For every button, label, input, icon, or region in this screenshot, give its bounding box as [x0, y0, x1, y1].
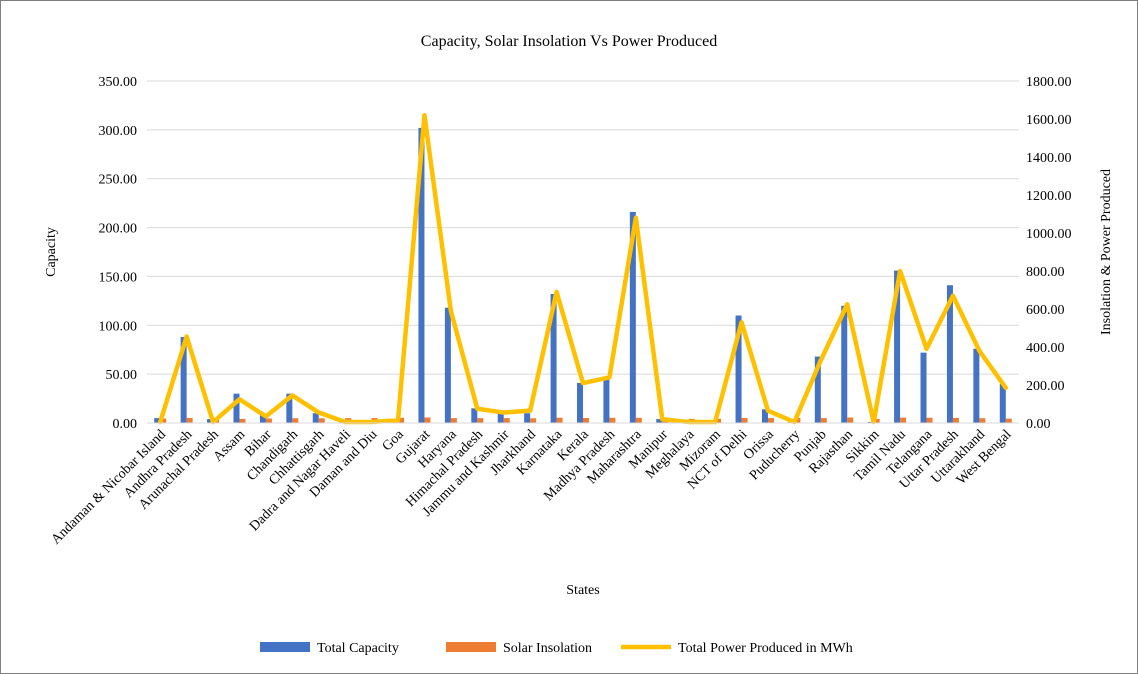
bar-total-capacity — [286, 393, 293, 423]
bar-solar-insolation — [926, 417, 933, 423]
legend-swatch — [446, 642, 496, 652]
line-series-group — [157, 112, 1009, 425]
bar-total-capacity — [603, 379, 610, 423]
bar-total-capacity — [946, 285, 953, 423]
bar-solar-insolation — [160, 418, 167, 423]
bar-total-capacity — [814, 356, 821, 423]
bar-total-capacity — [471, 408, 478, 423]
bar-solar-insolation — [741, 418, 748, 423]
gridlines — [147, 80, 1019, 375]
bar-total-capacity — [207, 419, 214, 423]
bar-solar-insolation — [715, 418, 722, 423]
bar-solar-insolation — [424, 417, 431, 423]
chart-title: Capacity, Solar Insolation Vs Power Prod… — [421, 33, 717, 50]
y-tick-label: 300.00 — [99, 124, 138, 139]
bar-total-capacity — [841, 305, 848, 423]
bar-total-capacity — [920, 352, 927, 423]
bar-total-capacity — [444, 307, 451, 423]
bar-total-capacity — [735, 315, 742, 423]
legend-label: Total Capacity — [317, 641, 399, 656]
y-tick-label: 350.00 — [99, 75, 138, 90]
bar-total-capacity — [154, 418, 161, 423]
bar-solar-insolation — [186, 417, 193, 423]
y2-tick-label: 800.00 — [1026, 265, 1065, 280]
line-total-power-produced-in-mwh — [157, 112, 1009, 425]
y2-tick-label: 1800.00 — [1026, 75, 1072, 90]
bar-solar-insolation — [820, 418, 827, 423]
bar-solar-insolation — [292, 418, 299, 423]
y-tick-label: 0.00 — [113, 417, 138, 432]
bar-solar-insolation — [952, 417, 959, 423]
y-tick-label: 250.00 — [99, 173, 138, 188]
y2-tick-label: 200.00 — [1026, 379, 1065, 394]
y-tick-label: 200.00 — [99, 222, 138, 237]
bar-total-capacity — [180, 337, 187, 423]
bar-total-capacity — [497, 413, 504, 423]
bar-solar-insolation — [873, 418, 880, 423]
y-tick-label: 150.00 — [99, 270, 138, 285]
legend-swatch — [260, 642, 310, 652]
y-axis-title: Capacity — [44, 227, 59, 277]
bar-total-capacity — [259, 415, 266, 423]
legend-label: Total Power Produced in MWh — [678, 641, 853, 656]
y2-tick-label: 1200.00 — [1026, 189, 1072, 204]
bar-solar-insolation — [900, 417, 907, 423]
bar-total-capacity — [656, 419, 663, 423]
bar-total-capacity — [999, 383, 1006, 423]
bar-total-capacity — [233, 393, 240, 423]
bar-solar-insolation — [398, 417, 405, 423]
bar-solar-insolation — [530, 418, 537, 423]
bar-solar-insolation — [450, 418, 457, 423]
y2-tick-label: 600.00 — [1026, 303, 1065, 318]
bars-group — [154, 127, 1012, 423]
bar-solar-insolation — [503, 418, 510, 423]
bar-total-capacity — [761, 409, 768, 423]
legend-label: Solar Insolation — [503, 641, 592, 656]
y-tick-label: 100.00 — [99, 319, 138, 334]
bar-solar-insolation — [318, 418, 325, 423]
bar-solar-insolation — [1005, 418, 1012, 423]
y2-tick-label: 0.00 — [1026, 417, 1051, 432]
tick-labels-group: 0.00 50.00 100.00 150.00 200.00 250.00 300.00 3… — [99, 75, 1072, 432]
bar-total-capacity — [629, 211, 636, 423]
bar-total-capacity — [524, 413, 531, 423]
y2-tick-label: 1400.00 — [1026, 151, 1072, 166]
bar-solar-insolation — [609, 417, 616, 423]
y2-tick-label: 1600.00 — [1026, 113, 1072, 128]
bar-total-capacity — [577, 382, 583, 423]
bar-solar-insolation — [556, 417, 563, 423]
y2-tick-label: 400.00 — [1026, 341, 1065, 356]
y2-tick-label: 1000.00 — [1026, 227, 1072, 242]
x-axis-title: States — [566, 583, 599, 598]
bar-solar-insolation — [635, 417, 642, 423]
bar-total-capacity — [973, 348, 980, 423]
bar-total-capacity — [312, 413, 319, 423]
bar-solar-insolation — [979, 418, 986, 423]
bar-solar-insolation — [583, 418, 589, 423]
bar-solar-insolation — [239, 418, 246, 423]
bar-solar-insolation — [477, 418, 484, 423]
y2-axis-title: Insolation & Power Produced — [1099, 169, 1114, 335]
legend: Total Capacity Solar Insolation Total Powe… — [260, 641, 853, 656]
y-tick-label: 50.00 — [106, 368, 138, 383]
bar-total-capacity — [550, 294, 557, 423]
bar-solar-insolation — [847, 417, 854, 423]
bar-total-capacity — [894, 270, 901, 423]
bar-total-capacity — [418, 127, 425, 423]
bar-solar-insolation — [265, 418, 272, 423]
bar-solar-insolation — [767, 418, 774, 423]
